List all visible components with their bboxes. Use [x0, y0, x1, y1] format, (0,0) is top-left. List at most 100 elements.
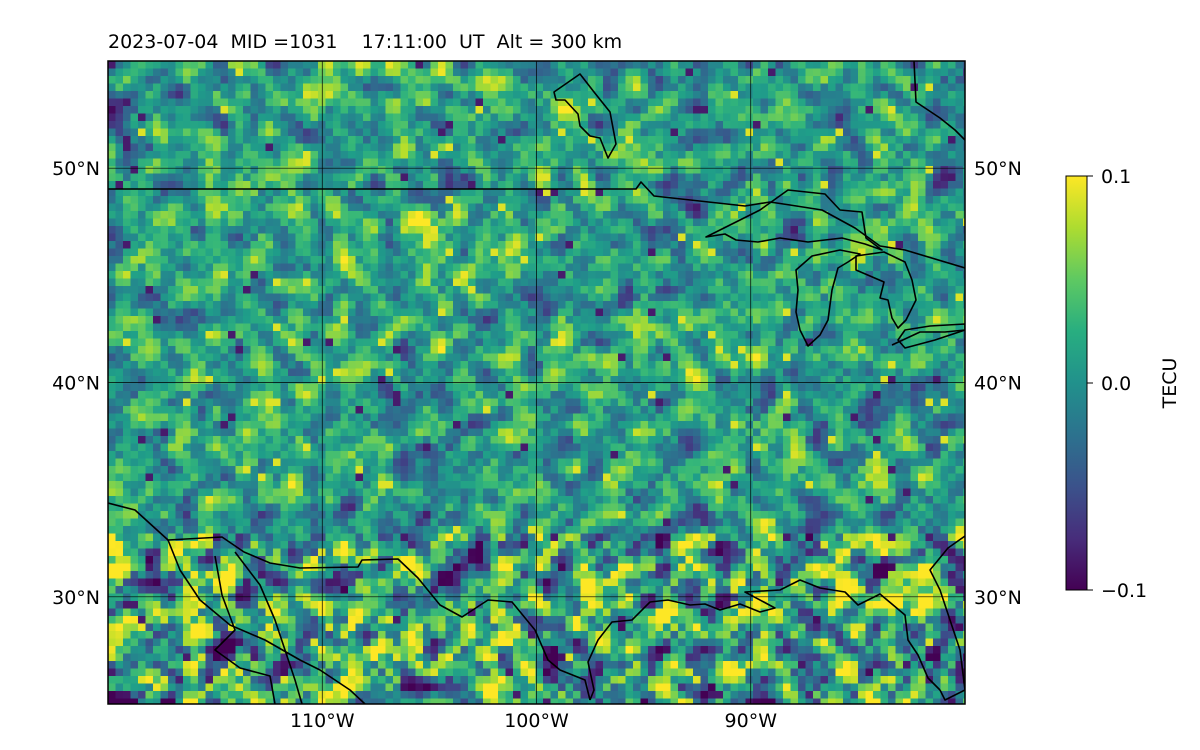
heatmap-cell [940, 128, 949, 137]
heatmap-cell [520, 151, 529, 159]
heatmap-cell [865, 188, 874, 197]
heatmap-cell [153, 173, 161, 182]
heatmap-cell [640, 68, 649, 77]
heatmap-cell [415, 241, 424, 249]
heatmap-cell [625, 188, 634, 197]
heatmap-cell [310, 271, 319, 279]
heatmap-cell [385, 136, 394, 144]
heatmap-cell [903, 331, 911, 339]
heatmap-cell [798, 218, 806, 227]
heatmap-cell [333, 376, 341, 384]
heatmap-cell [903, 158, 911, 167]
heatmap-cell [700, 301, 709, 309]
heatmap-cell [933, 158, 941, 167]
heatmap-cell [858, 143, 866, 152]
heatmap-cell [775, 151, 784, 159]
heatmap-cell [513, 301, 521, 309]
heatmap-cell [475, 241, 484, 249]
heatmap-cell [708, 286, 716, 294]
heatmap-cell [430, 346, 439, 354]
heatmap-cell [850, 286, 859, 294]
heatmap-cell [835, 346, 844, 354]
heatmap-cell [963, 196, 965, 204]
heatmap-cell [250, 263, 259, 272]
heatmap-cell [453, 383, 461, 392]
heatmap-cell [363, 383, 371, 392]
heatmap-cell [543, 128, 551, 137]
heatmap-cell [625, 353, 634, 362]
heatmap-cell [393, 211, 401, 219]
heatmap-cell [153, 203, 161, 212]
heatmap-cell [265, 331, 274, 339]
heatmap-cell [168, 376, 176, 384]
heatmap-cell [228, 218, 236, 227]
heatmap-cell [820, 68, 829, 77]
heatmap-cell [310, 151, 319, 159]
heatmap-cell [948, 278, 956, 287]
heatmap-cell [205, 151, 214, 159]
heatmap-cell [595, 128, 604, 137]
heatmap-cell [745, 61, 754, 69]
heatmap-cell [445, 293, 454, 302]
heatmap-cell [243, 256, 251, 264]
heatmap-cell [273, 361, 281, 369]
heatmap-cell [513, 376, 521, 384]
heatmap-cell [625, 286, 634, 294]
heatmap-cell [340, 83, 349, 92]
heatmap-cell [783, 368, 791, 377]
heatmap-cell [573, 368, 581, 377]
heatmap-cell [138, 173, 146, 182]
heatmap-cell [798, 68, 806, 77]
heatmap-cell [468, 181, 476, 189]
heatmap-cell [700, 226, 709, 234]
heatmap-cell [768, 128, 776, 137]
heatmap-cell [963, 353, 965, 362]
heatmap-cell [745, 293, 754, 302]
heatmap-cell [213, 98, 221, 107]
heatmap-cell [288, 143, 296, 152]
heatmap-cell [198, 91, 206, 99]
heatmap-cell [588, 203, 596, 212]
heatmap-cell [558, 338, 566, 347]
heatmap-cell [475, 68, 484, 77]
heatmap-cell [453, 181, 461, 189]
heatmap-cell [828, 106, 836, 114]
heatmap-cell [580, 113, 589, 122]
heatmap-cell [160, 76, 169, 84]
heatmap-cell [408, 233, 416, 242]
heatmap-cell [250, 248, 259, 257]
heatmap-cell [588, 218, 596, 227]
heatmap-cell [370, 241, 379, 249]
heatmap-cell [243, 188, 251, 197]
heatmap-cell [175, 316, 184, 324]
heatmap-cell [430, 316, 439, 324]
heatmap-cell [775, 128, 784, 137]
heatmap-cell [513, 316, 521, 324]
heatmap-cell [288, 203, 296, 212]
heatmap-cell [438, 241, 446, 249]
heatmap-cell [730, 293, 739, 302]
heatmap-cell [783, 376, 791, 384]
heatmap-cell [205, 308, 214, 317]
heatmap-cell [183, 158, 191, 167]
heatmap-cell [535, 76, 544, 84]
heatmap-cell [273, 128, 281, 137]
heatmap-cell [513, 83, 521, 92]
heatmap-cell [528, 91, 536, 99]
heatmap-cell [753, 271, 761, 279]
heatmap-cell [213, 211, 221, 219]
heatmap-cell [715, 98, 724, 107]
heatmap-cell [205, 376, 214, 384]
heatmap-cell [123, 233, 131, 242]
heatmap-cell [505, 301, 514, 309]
heatmap-cell [430, 301, 439, 309]
heatmap-cell [423, 91, 431, 99]
heatmap-cell [940, 331, 949, 339]
heatmap-cell [580, 181, 589, 189]
heatmap-cell [723, 308, 731, 317]
heatmap-cell [543, 346, 551, 354]
heatmap-cell [850, 293, 859, 302]
heatmap-cell [145, 91, 154, 99]
heatmap-cell [580, 196, 589, 204]
heatmap-cell [910, 106, 919, 114]
